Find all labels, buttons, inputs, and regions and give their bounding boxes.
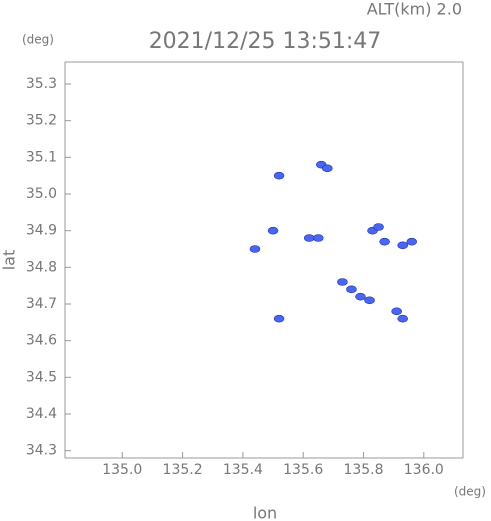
- echo-patch: [355, 292, 366, 301]
- y-unit: (deg): [22, 33, 54, 47]
- echo-patch: [273, 171, 285, 180]
- echo-patch: [391, 307, 402, 316]
- echo-patch: [373, 223, 384, 231]
- plot-frame: [64, 61, 464, 459]
- echo-patch: [337, 278, 348, 286]
- x-tick-label: 136.0: [404, 462, 444, 478]
- echo-patch: [379, 237, 390, 246]
- echo-patch: [312, 234, 324, 242]
- x-tick-label: 135.8: [343, 462, 383, 478]
- y-tick-label: 34.6: [26, 333, 57, 349]
- chart-title: 2021/12/25 13:51:47: [149, 29, 382, 54]
- echo-patch: [397, 241, 408, 250]
- y-tick-label: 35.2: [26, 113, 57, 129]
- echo-patch: [303, 234, 315, 242]
- x-tick-label: 135.6: [283, 462, 323, 478]
- echo-patch: [406, 237, 418, 246]
- y-tick-label: 34.9: [26, 223, 57, 239]
- y-tick-label: 35.3: [26, 76, 57, 92]
- altitude-label: ALT(km) 2.0: [367, 0, 462, 19]
- y-tick-label: 34.5: [26, 369, 57, 385]
- echo-patch: [364, 296, 375, 305]
- y-tick-label: 35.0: [26, 186, 57, 202]
- y-tick-label: 34.8: [26, 259, 57, 275]
- y-tick-label: 35.1: [26, 149, 57, 165]
- echo-patch: [397, 314, 408, 323]
- echo-patch: [267, 226, 279, 235]
- y-tick-label: 34.7: [26, 296, 57, 312]
- y-tick-label: 34.3: [26, 443, 57, 459]
- echo-patch: [346, 285, 357, 294]
- x-unit: (deg): [454, 485, 486, 499]
- x-tick-label: 135.2: [163, 462, 203, 478]
- x-axis-label: lon: [253, 504, 277, 521]
- echo-patch: [273, 314, 285, 323]
- x-tick-label: 135.0: [102, 462, 142, 478]
- echo-patch: [322, 164, 333, 173]
- y-axis-label: lat: [0, 250, 19, 271]
- y-tick-label: 34.4: [26, 406, 57, 422]
- echo-patch: [249, 245, 261, 253]
- x-tick-label: 135.4: [223, 462, 263, 478]
